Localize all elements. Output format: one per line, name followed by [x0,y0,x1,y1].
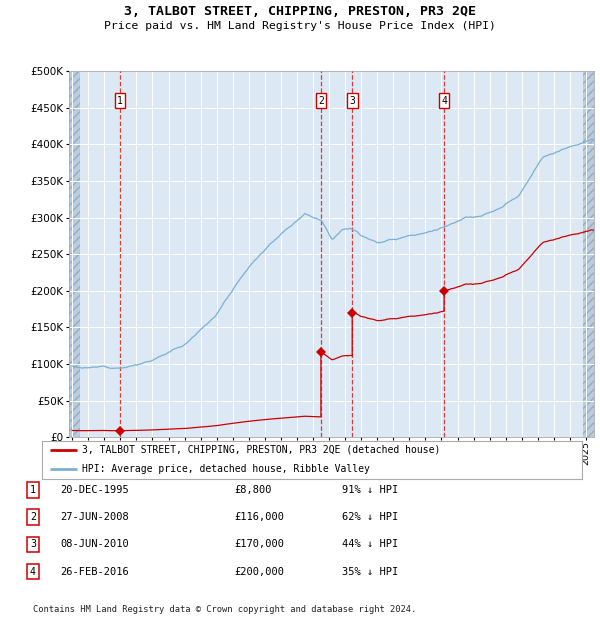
Text: 3, TALBOT STREET, CHIPPING, PRESTON, PR3 2QE (detached house): 3, TALBOT STREET, CHIPPING, PRESTON, PR3… [83,445,441,454]
Text: £170,000: £170,000 [234,539,284,549]
Text: 26-FEB-2016: 26-FEB-2016 [60,567,129,577]
Text: 3: 3 [349,95,355,105]
Text: £8,800: £8,800 [234,485,271,495]
Text: 2: 2 [318,95,324,105]
Text: Price paid vs. HM Land Registry's House Price Index (HPI): Price paid vs. HM Land Registry's House … [104,21,496,31]
Text: 62% ↓ HPI: 62% ↓ HPI [342,512,398,522]
Text: 2: 2 [30,512,36,522]
Text: HPI: Average price, detached house, Ribble Valley: HPI: Average price, detached house, Ribb… [83,464,370,474]
Bar [583,71,594,437]
Text: 08-JUN-2010: 08-JUN-2010 [60,539,129,549]
Text: 4: 4 [441,95,447,105]
Text: 3: 3 [30,539,36,549]
Text: 1: 1 [117,95,123,105]
Text: 1: 1 [30,485,36,495]
Text: Contains HM Land Registry data © Crown copyright and database right 2024.: Contains HM Land Registry data © Crown c… [33,605,416,614]
Text: 44% ↓ HPI: 44% ↓ HPI [342,539,398,549]
Text: 91% ↓ HPI: 91% ↓ HPI [342,485,398,495]
Bar [69,71,80,437]
Text: £200,000: £200,000 [234,567,284,577]
Text: 3, TALBOT STREET, CHIPPING, PRESTON, PR3 2QE: 3, TALBOT STREET, CHIPPING, PRESTON, PR3… [124,5,476,18]
Text: 4: 4 [30,567,36,577]
Text: 35% ↓ HPI: 35% ↓ HPI [342,567,398,577]
Text: 27-JUN-2008: 27-JUN-2008 [60,512,129,522]
Text: 20-DEC-1995: 20-DEC-1995 [60,485,129,495]
Text: £116,000: £116,000 [234,512,284,522]
